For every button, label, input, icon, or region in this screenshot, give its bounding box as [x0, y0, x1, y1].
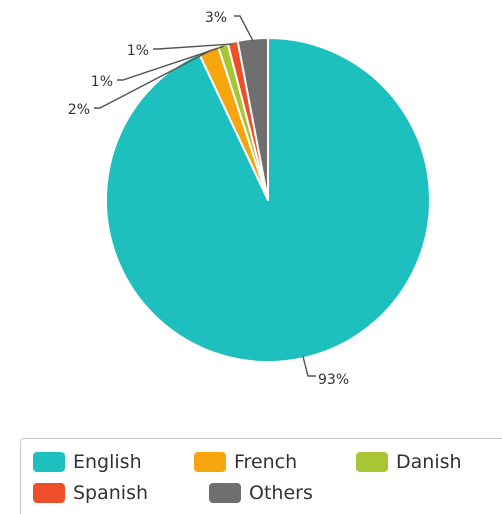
pie-slices — [105, 37, 431, 363]
legend-swatch-others — [209, 483, 241, 503]
data-label-others: 3% — [205, 10, 227, 26]
connector-others — [234, 15, 254, 42]
legend-label-danish: Danish — [396, 451, 462, 473]
legend-item-spanish[interactable]: Spanish — [33, 481, 148, 505]
legend-label-spanish: Spanish — [73, 482, 149, 504]
pie-chart: 93%2%1%1%3% — [68, 10, 431, 388]
legend-item-others[interactable]: Others — [209, 481, 313, 505]
data-label-danish: 1% — [91, 74, 113, 90]
legend-item-english[interactable]: English — [33, 450, 142, 474]
connector-spanish — [153, 43, 234, 50]
data-label-spanish: 1% — [127, 43, 149, 59]
legend-item-danish[interactable]: Danish — [356, 450, 462, 474]
legend-swatch-spanish — [33, 483, 65, 503]
data-label-french: 2% — [68, 102, 90, 118]
connector-english — [302, 355, 316, 377]
legend-label-english: English — [73, 451, 142, 473]
legend-swatch-french — [194, 452, 226, 472]
connector-french — [94, 50, 210, 109]
connector-danish — [117, 45, 224, 81]
label-connectors — [94, 15, 316, 377]
legend-label-others: Others — [249, 482, 313, 504]
legend: English French Danish Spanish Others — [20, 438, 502, 514]
legend-swatch-english — [33, 452, 65, 472]
legend-item-french[interactable]: French — [194, 450, 297, 474]
legend-label-french: French — [234, 451, 298, 473]
slice-labels: 93%2%1%1%3% — [68, 10, 349, 388]
data-label-english: 93% — [318, 372, 349, 388]
legend-swatch-danish — [356, 452, 388, 472]
pie-slice-others[interactable] — [236, 37, 269, 201]
